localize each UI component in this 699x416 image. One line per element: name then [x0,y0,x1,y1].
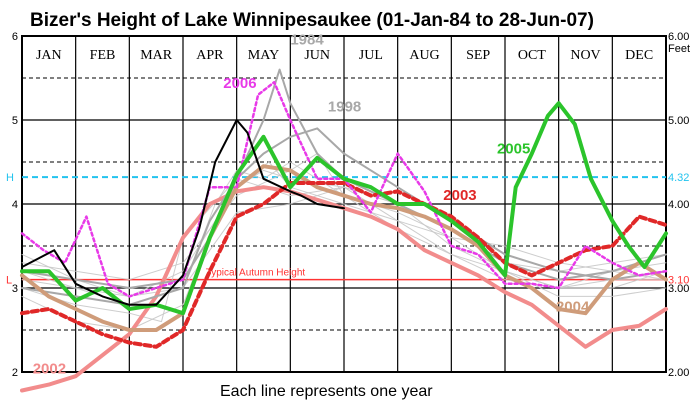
annotation-2003: 2003 [443,187,476,204]
series-line-2006 [20,80,668,298]
right-axis-tick: 2.00 [668,367,689,379]
annotation-2002: 2002 [33,361,66,378]
month-label: FEB [90,48,116,63]
series-line-2005 [20,101,668,316]
reference-caption: Typical Autumn Height [206,268,306,279]
annotation-2006: 2006 [223,75,256,92]
annotation-2004: 2004 [556,299,590,316]
year-annotations: 1984 1998 2002 2003 2004 2005 2006 [33,31,590,377]
left-axis-tick: 2 [12,367,18,379]
high-reference-right-label: 4.32 [668,172,689,184]
footnote: Each line represents one year [220,383,433,400]
highlighted-year-lines [20,68,668,393]
background-year-line [21,153,667,281]
right-axis-tick: 6.00 [668,31,689,43]
month-label: JUN [304,48,330,63]
month-label: DEC [625,48,653,63]
month-label: JAN [36,48,62,63]
month-label: APR [196,48,224,63]
right-axis-tick: 5.00 [668,115,689,127]
low-reference-right-label: 3.10 [668,275,689,287]
month-label: SEP [466,48,490,63]
right-axis-unit: Feet [668,43,690,55]
month-label: OCT [518,48,546,63]
background-year-line [21,178,667,323]
annotation-1984: 1984 [290,31,324,48]
low-reference-left-label: L [6,275,12,287]
month-label: JUL [359,48,383,63]
left-axis-tick: 6 [12,31,18,43]
left-axis-tick: 3 [12,283,18,295]
right-axis-tick: 4.00 [668,199,689,211]
month-label: MAR [140,48,173,63]
series-line-2004 [20,164,668,332]
high-reference-left-label: H [6,172,14,184]
series-line-2003 [20,181,668,349]
chart-title: Bizer's Height of Lake Winnipesaukee (01… [30,10,594,31]
left-axis-tick: 5 [12,115,18,127]
annotation-1998: 1998 [328,99,361,116]
month-label: NOV [570,48,600,63]
right-axis-tick: 3.00 [668,283,689,295]
month-label: MAY [248,48,279,63]
left-axis-tick: 4 [12,199,18,211]
axis-labels: JAN FEB MAR APR MAY JUN JUL AUG SEP OCT NOV DEC 6 5 4 3… [12,31,690,379]
series-line-2007 [21,119,345,306]
month-label: AUG [409,48,439,63]
series-line-1998 [21,127,667,289]
annotation-2005: 2005 [497,141,530,158]
